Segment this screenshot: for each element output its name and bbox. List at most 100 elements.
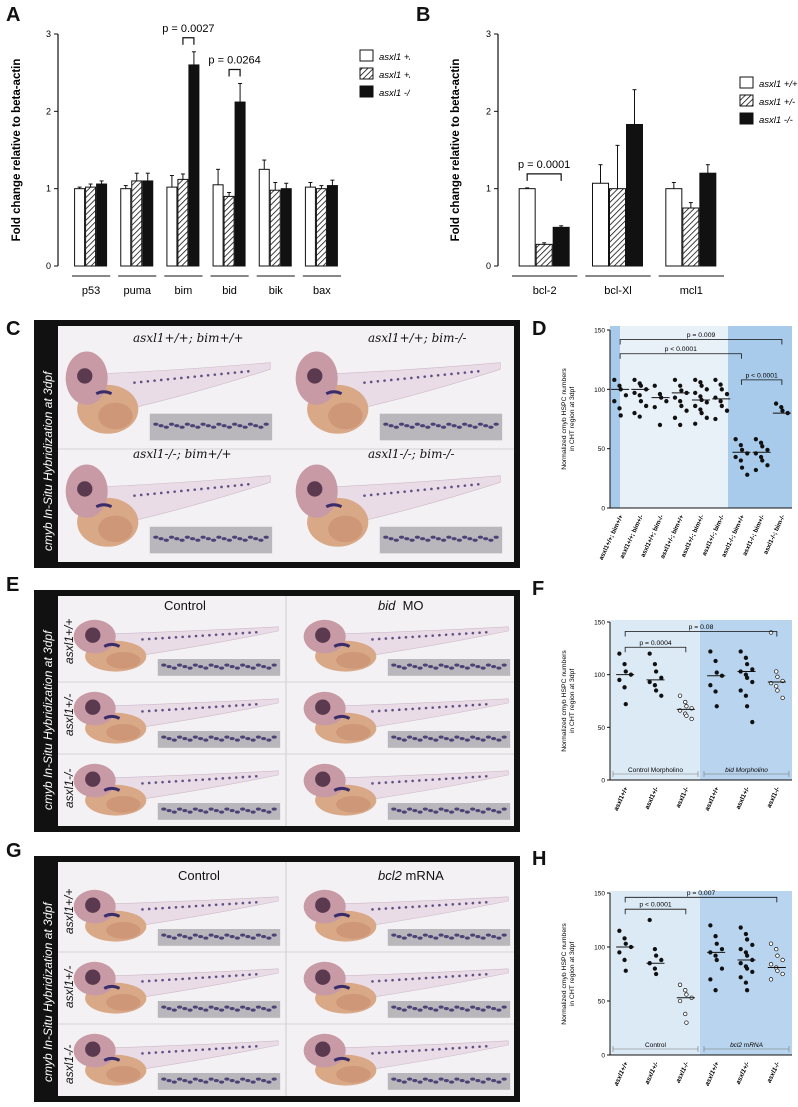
f-point-4-1: [743, 655, 749, 660]
g-embryo-0-1-stain-dot-0: [371, 908, 374, 911]
g-embryo-2-0-inset-dot-11: [219, 1080, 225, 1084]
f-point-5-5: [774, 684, 779, 689]
g-embryo-0-0-inset-dot-9: [208, 933, 214, 937]
f-point-1-5: [652, 683, 658, 688]
f-point-0-5: [622, 685, 627, 690]
e-embryo-0-0-stain-dot-8: [194, 634, 198, 638]
g-embryo-0-0-inset-dot-6: [192, 933, 198, 937]
f-y-label-line2: in CHT region at 3dpf: [569, 669, 576, 734]
d-sig-bracket-2: [741, 379, 783, 385]
e-embryo-0-0-yolk-shade: [106, 652, 141, 669]
b-legend-swatch-1: [739, 94, 754, 107]
g-embryo-1-0-inset-dot-13: [229, 1006, 235, 1011]
a-bar-puma-1: [131, 180, 143, 267]
d-point-3-9: [678, 422, 683, 428]
c-embryo-1-1-thymus-stain: [325, 503, 343, 509]
e-embryo-2-0-stain-dot-5: [174, 780, 178, 783]
e-embryo-1-0-inset-dot-4: [182, 736, 188, 741]
g-embryo-2-1-inset-dot-7: [427, 1078, 434, 1083]
g-embryo-2-0-stain-dot-10: [208, 1047, 211, 1051]
g-embryo-0-1-stain-dot-11: [444, 903, 448, 907]
c-embryo-0-0-stain-dot-15: [233, 371, 237, 374]
c-embryo-1-1-inset-dot-18: [477, 535, 484, 539]
g-embryo-2-0-inset-dot-5: [187, 1080, 193, 1084]
g-embryo-0-0-stain-dot-1: [147, 907, 151, 911]
h-point-4-10: [744, 966, 750, 971]
g-embryo-2-0-inset-dot-2: [171, 1080, 177, 1084]
e-embryo-0-1: [303, 619, 511, 676]
e-embryo-1-0-stain-dot-16: [248, 703, 251, 706]
d-point-0-6: [618, 413, 623, 418]
g-embryo-1-1-inset-dot-4: [412, 1006, 418, 1011]
c-embryo-0-0-inset-dot-19: [253, 424, 259, 428]
c-embryo-0-0-stain-dot-4: [159, 378, 163, 382]
c-embryo-1-1-stain-dot-6: [403, 490, 406, 493]
g-embryo-1-1-stain-dot-10: [438, 975, 441, 979]
e-embryo-1-0-stain-dot-10: [208, 705, 211, 709]
f-point-5-1: [774, 669, 779, 674]
c-embryo-1-1-inset-dot-17: [472, 538, 478, 542]
d-point-7-7: [765, 463, 770, 468]
e-embryo-2-0-stain-dot-0: [141, 782, 144, 785]
g-embryo-1-1-inset-dot-0: [391, 1005, 397, 1009]
g-embryo-2-0-inset-dot-13: [229, 1078, 235, 1083]
panel-e-col1-header: Control: [164, 598, 206, 613]
d-point-2-5: [657, 422, 663, 428]
d-point-7-3: [765, 447, 770, 453]
g-embryo-0-0-inset-dot-11: [219, 936, 225, 940]
g-embryo-0-0-stain-dot-14: [234, 902, 238, 905]
e-embryo-0-0-inset-dot-8: [203, 666, 209, 670]
c-embryo-0-0-inset-dot-7: [189, 424, 196, 428]
d-ytick-label-3: 150: [594, 328, 605, 335]
e-embryo-0-1-stain-dot-13: [458, 632, 461, 636]
d-point-3-2: [679, 388, 684, 393]
c-embryo-0-1-inset-dot-3: [398, 422, 405, 426]
e-embryo-0-1-thymus-stain: [333, 642, 351, 648]
g-embryo-2-1-inset-dot-6: [422, 1077, 428, 1081]
d-point-1-0: [632, 377, 637, 382]
b-ytick-label-2: 2: [486, 106, 491, 116]
d-point-5-0: [713, 377, 718, 382]
d-point-7-5: [758, 454, 764, 460]
e-embryo-1-0-inset-dot-1: [166, 736, 172, 741]
e-embryo-2-1-stain-dot-12: [451, 777, 455, 780]
a-sig-bracket-1: [228, 68, 241, 77]
d-point-6-4: [733, 454, 738, 460]
c-embryo-0-1: [295, 351, 503, 441]
e-embryo-2-1-inset-dot-17: [480, 810, 486, 814]
c-embryo-0-1-stain-dot-0: [363, 381, 366, 384]
c-embryo-1-1-yolk-shade: [328, 515, 363, 543]
g-embryo-2-1-stain-dot-6: [411, 1049, 414, 1053]
e-embryo-1-1-inset-dot-2: [401, 738, 407, 742]
a-cat-label-0: p53: [82, 285, 100, 297]
h-point-5-1: [774, 947, 779, 952]
g-embryo-1-1-stain-dot-3: [391, 978, 394, 982]
h-point-1-5: [652, 966, 658, 971]
g-embryo-2-0-stain-dot-11: [214, 1047, 218, 1051]
h-point-3-3: [719, 947, 725, 952]
g-embryo-2-0-stain-dot-4: [167, 1050, 171, 1054]
g-embryo-1-1-stain-dot-7: [418, 977, 421, 980]
g-embryo-1-1-stain-dot-6: [411, 977, 414, 981]
e-embryo-0-1-stain-dot-14: [464, 632, 468, 635]
g-embryo-1-0-stain-dot-12: [221, 975, 225, 978]
c-embryo-0-0-inset-dot-17: [242, 425, 248, 429]
c-embryo-0-0-inset-dot-0: [153, 422, 159, 426]
c-embryo-0-0-yolk-shade: [98, 402, 133, 430]
f-point-3-0: [708, 649, 713, 654]
f-point-2-6: [684, 713, 689, 718]
e-embryo-0-1-inset-dot-9: [438, 663, 444, 667]
f-sig-label-1: p = 0.08: [689, 624, 714, 631]
g-embryo-2-0-inset-dot-1: [166, 1078, 172, 1083]
f-point-3-6: [714, 704, 719, 709]
e-embryo-1-1-eye: [315, 699, 331, 715]
panel-g-row1-label: asxl1+/+: [62, 888, 76, 934]
e-embryo-1-1-stain-dot-8: [424, 706, 428, 710]
panel-e-embryo-images: [58, 596, 514, 826]
a-bar-p53-2: [96, 183, 108, 267]
g-embryo-1-0-stain-dot-5: [174, 978, 178, 981]
e-embryo-2-0-inset-dot-3: [176, 807, 183, 811]
e-embryo-2-1-inset-dot-8: [433, 810, 439, 814]
f-point-2-1: [683, 699, 688, 705]
d-point-1-9: [637, 414, 642, 419]
